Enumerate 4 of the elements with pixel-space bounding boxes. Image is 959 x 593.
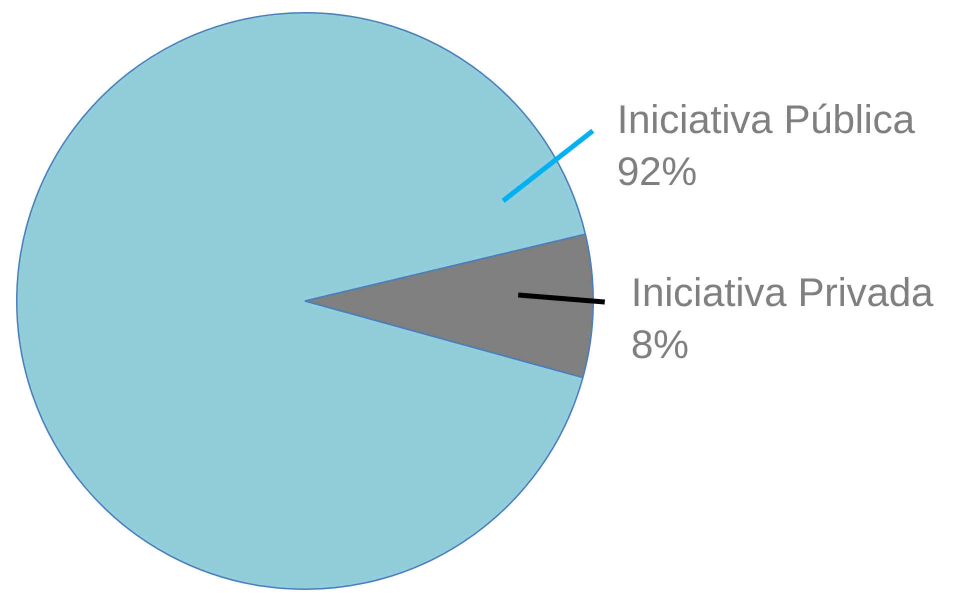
data-label: 92% (617, 150, 698, 194)
data-label: 8% (631, 323, 689, 367)
slice-label: Iniciativa Pública (617, 98, 916, 142)
slice-label: Iniciativa Privada (631, 271, 934, 315)
